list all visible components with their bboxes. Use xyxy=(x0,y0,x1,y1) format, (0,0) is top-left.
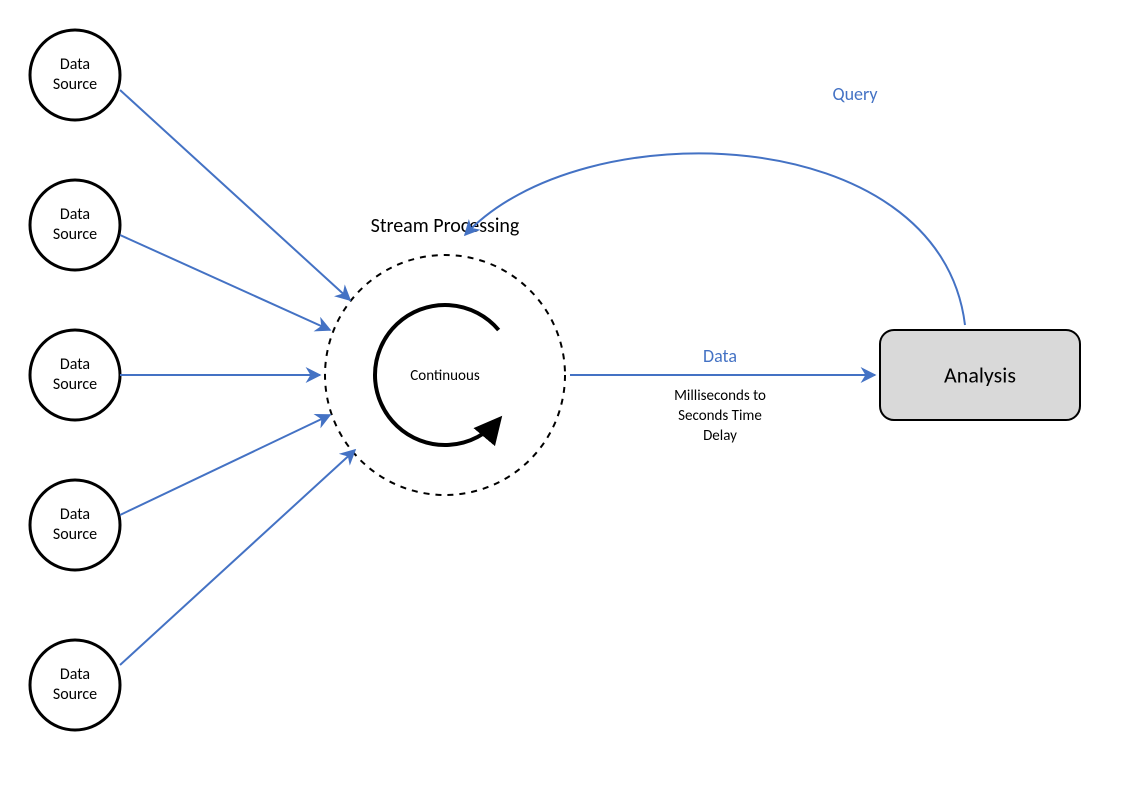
data-source-node-2: DataSource xyxy=(30,180,120,270)
data-source-node-1: DataSource xyxy=(30,30,120,120)
data-source-node-4: DataSource xyxy=(30,480,120,570)
stream-processing-node: Stream Processing Continuous xyxy=(325,214,565,495)
data-source-label-top: Data xyxy=(60,355,90,374)
data-source-node-3: DataSource xyxy=(30,330,120,420)
data-arrow-label: Data xyxy=(703,345,737,367)
data-source-label-bottom: Source xyxy=(53,225,97,244)
data-source-label-top: Data xyxy=(60,55,90,74)
analysis-label: Analysis xyxy=(944,361,1016,388)
source-to-processor-arrow-1 xyxy=(120,90,350,300)
continuous-label: Continuous xyxy=(410,367,480,385)
data-arrow-sublabel-3: Delay xyxy=(703,427,737,445)
query-arrow xyxy=(465,153,965,325)
stream-processing-title: Stream Processing xyxy=(371,214,520,238)
data-source-label-bottom: Source xyxy=(53,685,97,704)
source-to-processor-arrow-2 xyxy=(120,235,330,330)
source-to-processor-arrow-4 xyxy=(120,415,330,515)
data-source-label-bottom: Source xyxy=(53,375,97,394)
source-to-processor-arrow-5 xyxy=(120,450,355,665)
data-source-label-bottom: Source xyxy=(53,525,97,544)
data-source-label-top: Data xyxy=(60,665,90,684)
data-source-label-bottom: Source xyxy=(53,75,97,94)
data-source-label-top: Data xyxy=(60,505,90,524)
data-arrow-sublabel-2: Seconds Time xyxy=(678,407,762,425)
data-arrow-sublabel-1: Milliseconds to xyxy=(674,387,766,405)
data-source-node-5: DataSource xyxy=(30,640,120,730)
data-source-label-top: Data xyxy=(60,205,90,224)
analysis-node: Analysis xyxy=(880,330,1080,420)
query-arrow-label: Query xyxy=(832,83,878,105)
